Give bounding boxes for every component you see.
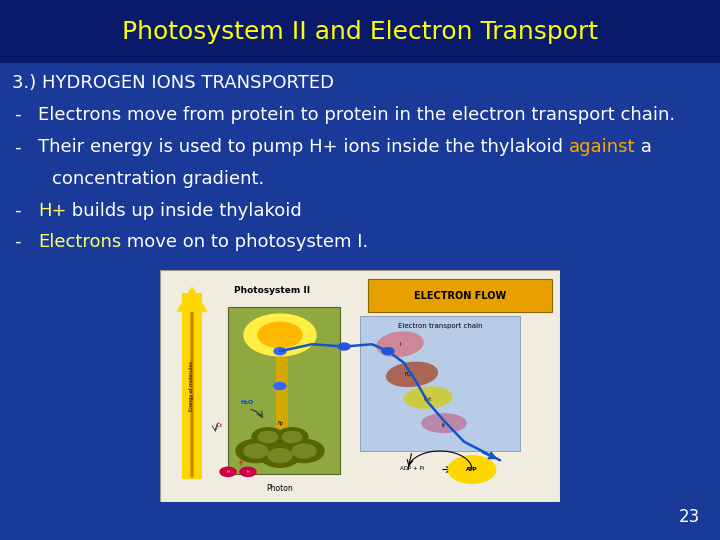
Circle shape bbox=[274, 382, 286, 389]
Text: Fp: Fp bbox=[277, 421, 283, 427]
Circle shape bbox=[274, 348, 286, 355]
Text: ADP + Pi: ADP + Pi bbox=[400, 465, 424, 470]
Ellipse shape bbox=[387, 362, 437, 387]
Ellipse shape bbox=[377, 332, 423, 356]
Text: ELECTRON FLOW: ELECTRON FLOW bbox=[414, 291, 506, 301]
Text: Electrons move from protein to protein in the electron transport chain.: Electrons move from protein to protein i… bbox=[38, 105, 675, 124]
Ellipse shape bbox=[404, 387, 452, 408]
Text: Photosystem II and Electron Transport: Photosystem II and Electron Transport bbox=[122, 19, 598, 44]
Circle shape bbox=[236, 440, 276, 463]
Bar bbox=[0, 0, 720, 63]
Text: +: + bbox=[237, 460, 243, 466]
Text: H: H bbox=[247, 470, 249, 474]
Text: H+: H+ bbox=[38, 201, 66, 219]
Circle shape bbox=[338, 343, 350, 350]
Text: O₂: O₂ bbox=[217, 423, 223, 428]
Text: H: H bbox=[227, 470, 229, 474]
Text: move on to photosystem I.: move on to photosystem I. bbox=[121, 233, 369, 251]
Text: concentration gradient.: concentration gradient. bbox=[52, 170, 264, 188]
Text: builds up inside thylakoid: builds up inside thylakoid bbox=[66, 201, 302, 219]
Circle shape bbox=[292, 444, 316, 458]
Circle shape bbox=[258, 431, 278, 443]
Circle shape bbox=[268, 449, 292, 463]
Bar bbox=[368, 279, 552, 312]
Text: a: a bbox=[635, 138, 652, 157]
Circle shape bbox=[282, 431, 302, 443]
Text: ATP: ATP bbox=[466, 467, 478, 472]
Text: Photosystem II: Photosystem II bbox=[234, 286, 310, 295]
Text: Electrons: Electrons bbox=[38, 233, 121, 251]
Text: Their energy is used to pump H+ ions inside the thylakoid: Their energy is used to pump H+ ions ins… bbox=[38, 138, 569, 157]
Text: 3.) HYDROGEN IONS TRANSPORTED: 3.) HYDROGEN IONS TRANSPORTED bbox=[12, 74, 334, 92]
Text: -: - bbox=[14, 138, 20, 157]
Bar bbox=[182, 293, 202, 479]
Bar bbox=[228, 307, 340, 474]
Circle shape bbox=[276, 428, 308, 447]
Text: -: - bbox=[14, 201, 20, 219]
Circle shape bbox=[240, 467, 256, 476]
Circle shape bbox=[244, 444, 268, 458]
Circle shape bbox=[260, 444, 300, 467]
Circle shape bbox=[220, 467, 236, 476]
Bar bbox=[276, 340, 288, 433]
Text: I: I bbox=[399, 342, 401, 347]
Circle shape bbox=[448, 456, 496, 483]
Text: fc: fc bbox=[442, 423, 446, 428]
Text: Electron transport chain: Electron transport chain bbox=[397, 323, 482, 329]
Circle shape bbox=[382, 348, 394, 355]
Circle shape bbox=[258, 322, 302, 348]
Circle shape bbox=[252, 428, 284, 447]
Text: H₂O: H₂O bbox=[240, 400, 253, 405]
Text: against: against bbox=[569, 138, 635, 157]
Text: 23: 23 bbox=[679, 508, 700, 526]
Circle shape bbox=[244, 314, 316, 356]
Text: Cyt: Cyt bbox=[424, 397, 432, 402]
Text: -: - bbox=[14, 105, 20, 124]
Text: Photon: Photon bbox=[266, 484, 293, 492]
Text: -: - bbox=[14, 233, 20, 251]
Ellipse shape bbox=[422, 414, 466, 433]
Polygon shape bbox=[176, 286, 208, 312]
Bar bbox=[360, 316, 520, 451]
Text: FQ: FQ bbox=[405, 372, 411, 377]
Circle shape bbox=[284, 440, 324, 463]
Text: Energy of molecules: Energy of molecules bbox=[189, 361, 194, 411]
